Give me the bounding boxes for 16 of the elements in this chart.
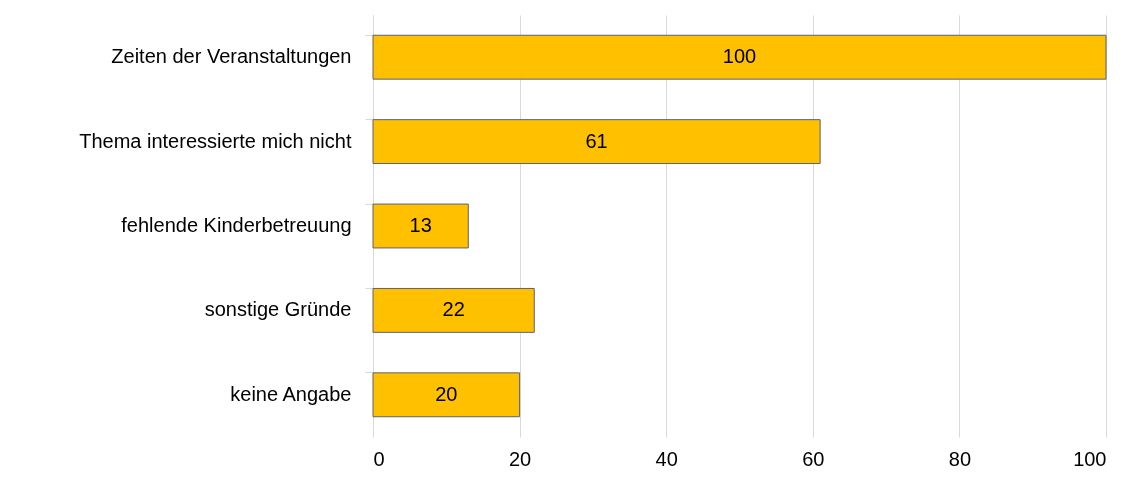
y-tick-label: keine Angabe xyxy=(230,382,352,405)
x-tick-label: 40 xyxy=(655,447,678,470)
x-tick-label: 60 xyxy=(802,447,825,470)
y-tick-label: Thema interessierte mich nicht xyxy=(79,129,352,152)
y-tick-label: fehlende Kinderbetreuung xyxy=(121,214,352,236)
data-label: 13 xyxy=(409,214,432,236)
x-tick-label: 0 xyxy=(373,447,385,470)
data-label: 22 xyxy=(442,298,465,321)
x-tick-label: 20 xyxy=(508,447,532,470)
x-tick-label: 80 xyxy=(948,447,972,470)
data-label: 100 xyxy=(722,45,757,68)
data-label: 20 xyxy=(435,382,458,405)
data-label: 61 xyxy=(585,129,608,152)
y-tick-label: Zeiten der Veranstaltungen xyxy=(111,45,352,68)
y-tick-label: sonstige Gründe xyxy=(204,298,352,321)
x-tick-label: 100 xyxy=(1073,447,1107,470)
